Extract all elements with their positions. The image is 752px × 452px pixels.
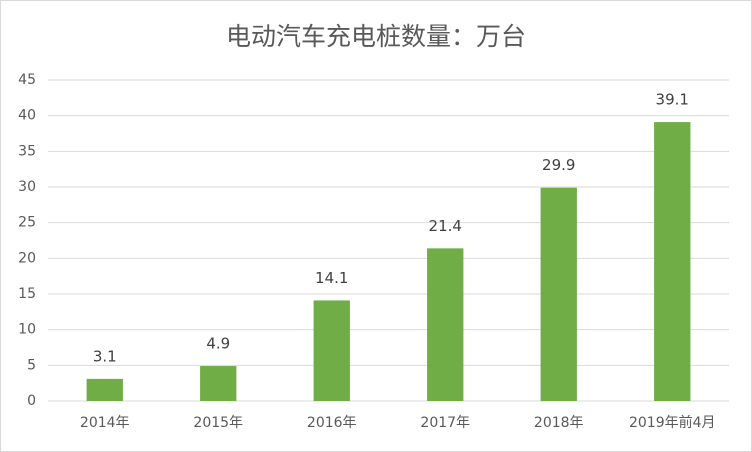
x-tick-label: 2014年 (80, 415, 130, 431)
y-tick-label: 30 (18, 179, 36, 195)
y-tick-label: 20 (18, 250, 36, 266)
x-tick-label: 2017年 (420, 415, 470, 431)
data-label: 39.1 (656, 91, 689, 109)
bar (200, 366, 237, 401)
data-label: 14.1 (315, 269, 348, 287)
x-tick-label: 2015年 (193, 415, 243, 431)
x-tick-label: 2018年 (534, 415, 584, 431)
bar (313, 300, 350, 401)
y-tick-label: 40 (18, 108, 36, 124)
x-tick-label: 2019年前4月 (629, 414, 716, 431)
y-tick-label: 15 (18, 286, 36, 302)
y-tick-label: 0 (27, 393, 36, 409)
bar (654, 122, 691, 401)
data-label: 21.4 (429, 217, 462, 235)
data-label: 4.9 (206, 335, 230, 353)
bar (540, 187, 577, 401)
bar (86, 378, 123, 401)
data-label: 3.1 (93, 347, 117, 365)
y-tick-label: 35 (18, 143, 36, 159)
chart-title: 电动汽车充电桩数量：万台 (226, 22, 526, 51)
y-tick-label: 5 (27, 357, 36, 373)
data-label: 29.9 (542, 156, 575, 174)
bar (427, 248, 464, 401)
y-tick-label: 25 (18, 215, 36, 231)
x-tick-label: 2016年 (307, 415, 357, 431)
y-tick-label: 10 (18, 322, 36, 338)
y-tick-label: 45 (18, 72, 36, 88)
